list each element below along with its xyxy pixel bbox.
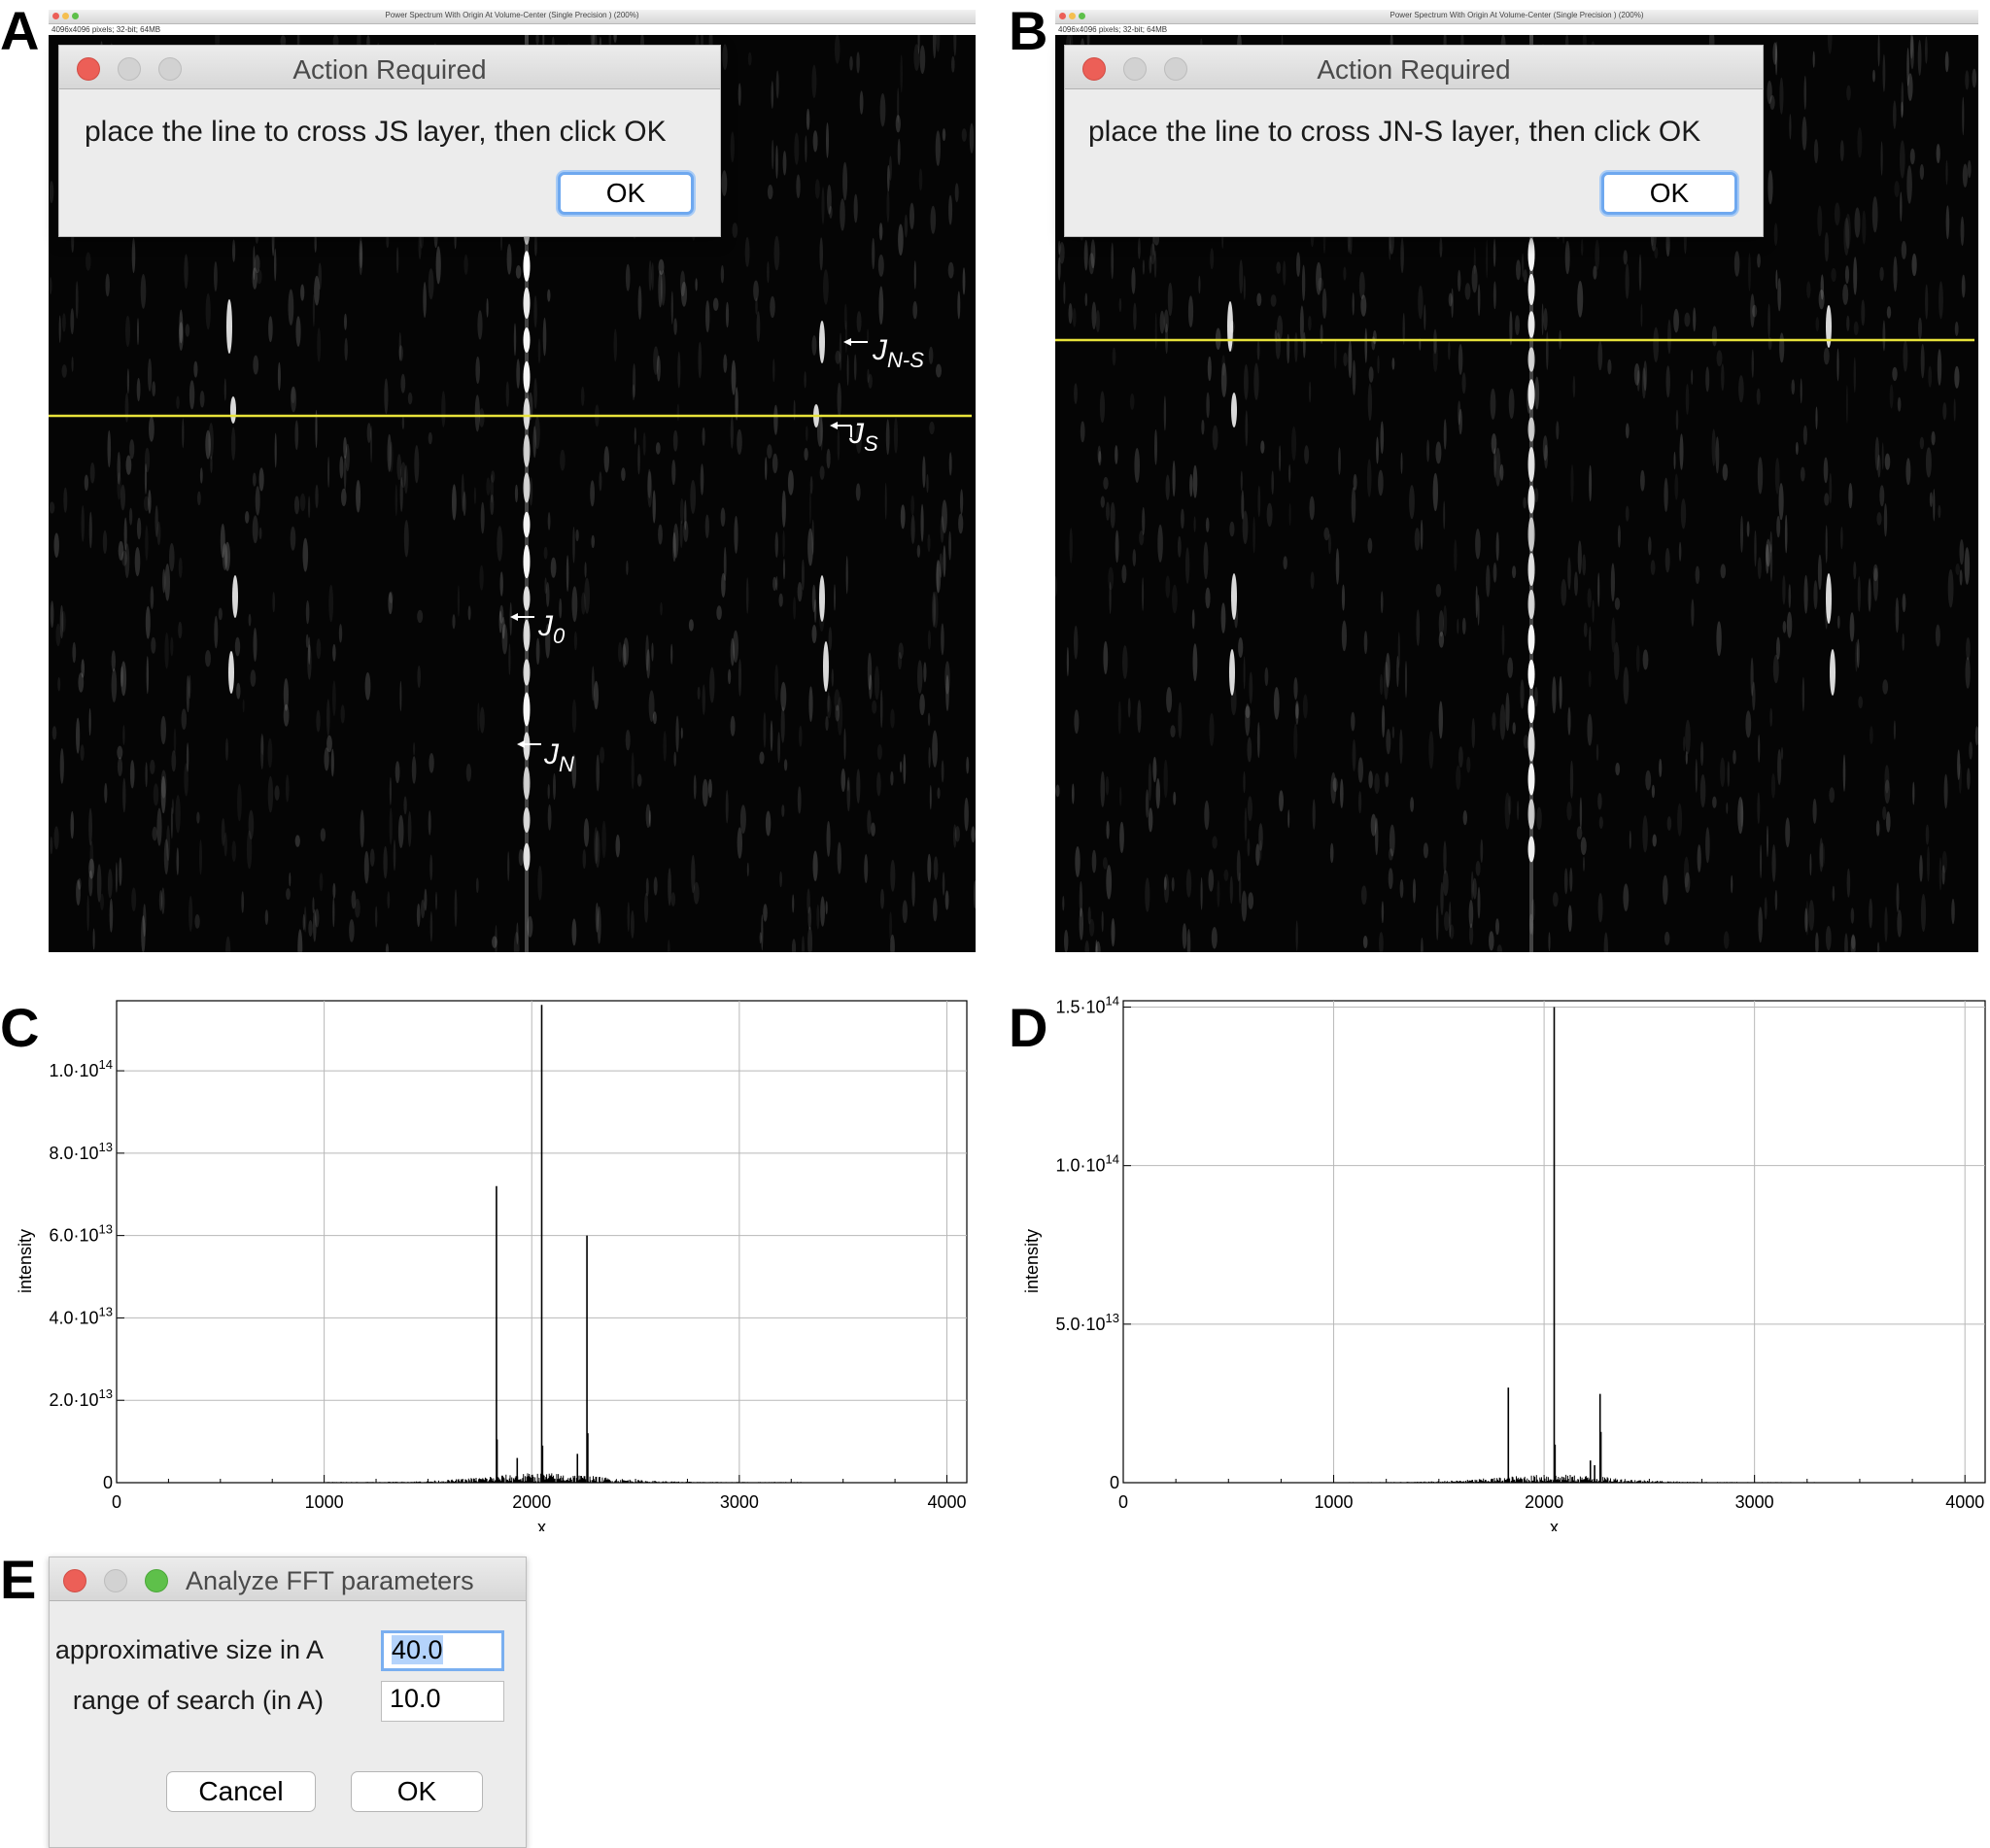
ok-button[interactable]: OK — [1601, 172, 1737, 215]
x-tick-label: 2000 — [1525, 1492, 1563, 1512]
ok-button[interactable]: OK — [558, 172, 694, 215]
x-tick-label: 2000 — [512, 1492, 551, 1512]
zoom-icon[interactable] — [145, 1569, 168, 1592]
cancel-button[interactable]: Cancel — [166, 1771, 316, 1812]
window-titlebar[interactable]: Power Spectrum With Origin At Volume-Cen… — [1055, 10, 1978, 24]
annotation-js: JS — [830, 418, 878, 456]
svg-text:J0: J0 — [537, 610, 566, 648]
svg-text:JS: JS — [848, 418, 878, 456]
panel-label-c: C — [0, 997, 40, 1058]
action-required-dialog-b: Action Required place the line to cross … — [1064, 45, 1764, 237]
analyze-fft-dialog: Analyze FFT parameters approximative siz… — [49, 1557, 527, 1848]
window-titlebar[interactable]: Power Spectrum With Origin At Volume-Cen… — [49, 10, 976, 24]
dialog-title: Action Required — [292, 54, 487, 85]
panel-label-e: E — [0, 1549, 37, 1610]
y-tick-label: 1.0·1014 — [1055, 1152, 1119, 1176]
window-title: Power Spectrum With Origin At Volume-Cen… — [385, 11, 639, 19]
panel-label-d: D — [1009, 997, 1048, 1058]
x-axis-label: x — [537, 1518, 546, 1531]
range-label: range of search (in A) — [72, 1686, 324, 1715]
y-tick-label: 8.0·1013 — [49, 1140, 113, 1163]
y-tick-label: 4.0·1013 — [49, 1304, 113, 1327]
zoom-icon[interactable] — [72, 13, 79, 19]
x-tick-label: 3000 — [720, 1492, 759, 1512]
y-tick-label: 1.5·1014 — [1055, 994, 1119, 1017]
y-tick-label: 6.0·1013 — [49, 1222, 113, 1246]
svg-text:JN: JN — [543, 738, 574, 776]
x-tick-label: 0 — [112, 1492, 121, 1512]
close-icon[interactable] — [52, 13, 59, 19]
window-title: Power Spectrum With Origin At Volume-Cen… — [1390, 11, 1644, 19]
action-required-dialog-a: Action Required place the line to cross … — [58, 45, 721, 237]
minimize-icon[interactable] — [62, 13, 69, 19]
range-input[interactable]: 10.0 — [381, 1681, 504, 1722]
x-tick-label: 1000 — [1315, 1492, 1354, 1512]
y-tick-label: 0 — [103, 1473, 113, 1492]
panel-label-a: A — [0, 0, 40, 61]
zoom-icon[interactable] — [1079, 13, 1085, 19]
panel-label-b: B — [1009, 0, 1048, 61]
close-icon[interactable] — [77, 57, 100, 81]
y-tick-label: 1.0·1014 — [49, 1057, 113, 1080]
zoom-icon[interactable] — [1164, 57, 1187, 81]
noise-trace — [1333, 1474, 1819, 1483]
annotation-jns: JN-S — [843, 334, 924, 372]
y-tick-label: 0 — [1110, 1473, 1119, 1492]
chart-c: 0 1000 2000 3000 4000 0 2.0·1013 4.0·1013 6.0·10… — [16, 1000, 968, 1531]
dialog-title: Action Required — [1317, 54, 1511, 85]
close-icon[interactable] — [1059, 13, 1066, 19]
y-axis-label: intensity — [16, 1229, 35, 1293]
svg-text:JN-S: JN-S — [872, 334, 924, 372]
size-label: approximative size in A — [54, 1635, 324, 1664]
minimize-icon[interactable] — [1123, 57, 1147, 81]
x-tick-label: 0 — [1118, 1492, 1128, 1512]
dialog-titlebar[interactable]: Analyze FFT parameters — [50, 1557, 526, 1601]
ok-button[interactable]: OK — [351, 1771, 483, 1812]
close-icon[interactable] — [1082, 57, 1106, 81]
x-tick-label: 4000 — [1945, 1492, 1984, 1512]
y-tick-label: 5.0·1013 — [1055, 1311, 1119, 1334]
x-tick-label: 1000 — [305, 1492, 344, 1512]
minimize-icon[interactable] — [118, 57, 141, 81]
dialog-titlebar[interactable]: Action Required — [1065, 46, 1763, 89]
close-icon[interactable] — [63, 1569, 86, 1592]
minimize-icon[interactable] — [1069, 13, 1076, 19]
y-axis-label: intensity — [1022, 1229, 1042, 1293]
image-info: 4096x4096 pixels; 32-bit; 64MB — [49, 24, 976, 35]
size-input[interactable]: 40.0 — [381, 1630, 504, 1671]
dialog-titlebar[interactable]: Action Required — [59, 46, 720, 89]
dialog-title: Analyze FFT parameters — [186, 1566, 474, 1595]
y-tick-label: 2.0·1013 — [49, 1386, 113, 1410]
x-tick-label: 3000 — [1735, 1492, 1774, 1512]
x-tick-label: 4000 — [927, 1492, 966, 1512]
chart-d: 0 1000 2000 3000 4000 0 5.0·1013 1.0·1014 1.5·10… — [1022, 994, 1986, 1531]
dialog-message: place the line to cross JN-S layer, then… — [1088, 116, 1701, 148]
minimize-icon[interactable] — [104, 1569, 127, 1592]
annotation-jn: JN — [517, 738, 574, 776]
dialog-message: place the line to cross JS layer, then c… — [85, 116, 667, 148]
zoom-icon[interactable] — [158, 57, 182, 81]
x-axis-label: x — [1550, 1518, 1559, 1531]
image-info: 4096x4096 pixels; 32-bit; 64MB — [1055, 24, 1978, 35]
noise-trace — [324, 1473, 803, 1483]
annotation-j0: J0 — [510, 610, 566, 648]
